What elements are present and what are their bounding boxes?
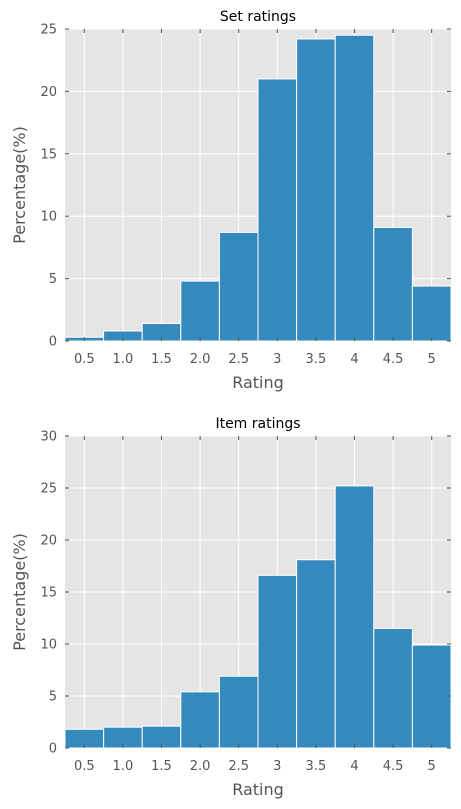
bar-4.5 [373, 627, 413, 749]
bar-3.5 [296, 38, 336, 342]
xtick-label: 1.0 [113, 352, 134, 367]
xtick-label: 3 [273, 352, 281, 367]
ytick-label: 5 [49, 690, 57, 705]
xtick-label: 2.5 [228, 352, 249, 367]
xtick-label: 3 [273, 759, 281, 774]
xtick-label: 1.0 [113, 759, 134, 774]
xtick-label: 5 [428, 759, 436, 774]
ytick-label: 15 [40, 586, 57, 601]
bar-3 [257, 78, 298, 342]
ytick-label: 0 [49, 335, 57, 350]
ytick-label: 20 [40, 85, 57, 100]
xtick-label: 2.0 [190, 352, 211, 367]
xtick-label: 1.5 [151, 759, 172, 774]
y-axis-label: Percentage(%) [10, 126, 29, 244]
bar-2.0 [180, 691, 220, 749]
xtick-label: 4 [350, 759, 358, 774]
x-axis-label: Rating [232, 780, 284, 799]
ytick-label: 20 [40, 534, 57, 549]
bar-4 [334, 485, 375, 749]
ytick-label: 10 [40, 210, 57, 225]
ytick-label: 30 [40, 430, 57, 445]
ytick-label: 25 [40, 482, 57, 497]
bar-5 [411, 644, 452, 749]
bar-3.5 [296, 559, 336, 749]
bar-4.5 [373, 226, 413, 342]
xtick-label: 4 [350, 352, 358, 367]
bar-2.5 [218, 675, 259, 749]
bar-2.0 [180, 280, 220, 342]
bar-2.5 [218, 231, 259, 342]
xtick-label: 4.5 [383, 352, 404, 367]
xtick-label: 4.5 [383, 759, 404, 774]
bar-3 [257, 574, 298, 749]
xtick-label: 1.5 [151, 352, 172, 367]
xtick-label: 3.5 [306, 352, 327, 367]
chart-1: 0 5 10 15 20 25 0.5 1.0 1.5 2.0 2.5 3 3.5 4 4.5 5 Set ra… [10, 9, 452, 392]
xtick-label: 5 [428, 352, 436, 367]
ytick-label: 5 [49, 272, 57, 287]
xtick-label: 0.5 [74, 352, 95, 367]
xtick-label: 2.0 [190, 759, 211, 774]
y-axis-label: Percentage(%) [10, 533, 29, 651]
ytick-label: 10 [40, 638, 57, 653]
ytick-label: 0 [49, 742, 57, 757]
xtick-label: 3.5 [306, 759, 327, 774]
chart-title: Set ratings [220, 9, 296, 25]
x-axis-label: Rating [232, 373, 284, 392]
ytick-label: 25 [40, 23, 57, 38]
bar-4 [334, 34, 375, 342]
chart-2: 0 5 10 15 20 25 30 0.5 1.0 1.5 2.0 2.5 3 3.5 4 4.5 5 Item… [10, 416, 452, 799]
xtick-label: 2.5 [228, 759, 249, 774]
ytick-label: 15 [40, 147, 57, 162]
bar-5 [411, 285, 452, 342]
chart-title: Item ratings [215, 416, 300, 432]
xtick-label: 0.5 [74, 759, 95, 774]
